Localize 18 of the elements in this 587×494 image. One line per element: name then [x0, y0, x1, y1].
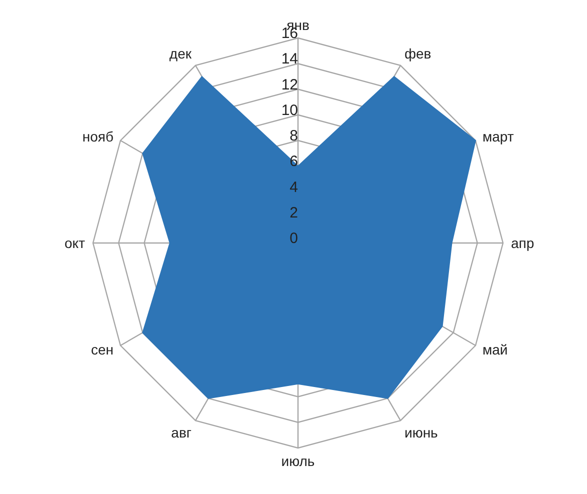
y-tick-label: 12: [281, 76, 298, 94]
spoke-label: июль: [281, 452, 315, 469]
spoke-label: июнь: [404, 424, 438, 440]
spoke-label: дек: [169, 46, 192, 62]
spoke-label: апр: [511, 234, 534, 251]
spoke-label: авг: [171, 424, 192, 440]
y-tick-label: 14: [281, 50, 298, 68]
spoke-label: окт: [64, 234, 86, 251]
y-tick-label: 2: [290, 204, 298, 222]
y-tick-label: 0: [290, 230, 298, 247]
spoke-label: март: [482, 128, 514, 144]
y-tick-label: 8: [290, 128, 298, 144]
y-tick-label: 10: [281, 102, 298, 119]
y-tick-label: 4: [290, 178, 298, 196]
spoke-label: сен: [91, 341, 114, 358]
spoke-label: фев: [404, 46, 432, 62]
spoke-label: нояб: [82, 128, 114, 144]
spoke-label: май: [482, 341, 508, 358]
